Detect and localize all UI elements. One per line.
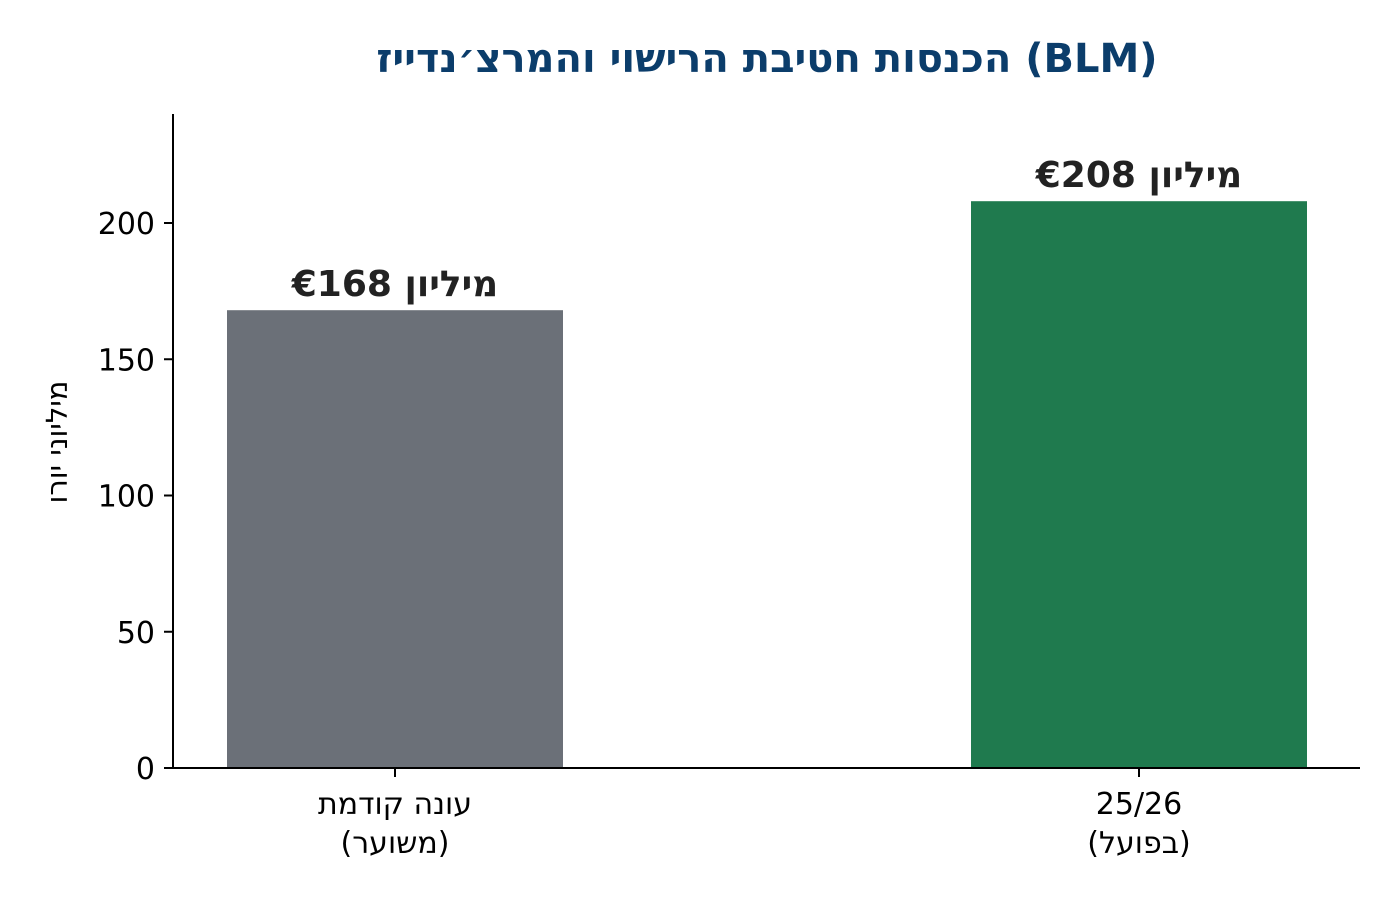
plot-area: €168 מיליון €208 מיליון 0 50 100 150 200 עונה ק… (98, 114, 1360, 861)
chart-title: הכנסות חטיבת הרישוי והמרצ׳נדייז (BLM) (376, 36, 1157, 82)
y-tick-label-0: 0 (136, 752, 155, 787)
y-tick-label-100: 100 (98, 480, 155, 515)
y-tick-label-200: 200 (98, 207, 155, 242)
x-tick-label-1-line-1: עונה קודמת (318, 787, 472, 822)
bar-1 (227, 310, 563, 768)
y-axis-label: מיליוני יורו (40, 380, 74, 503)
y-tick-label-50: 50 (117, 616, 155, 651)
y-tick-label-150: 150 (98, 343, 155, 378)
x-tick-label-1-line-2: (משוער) (341, 826, 450, 861)
x-tick-label-2-line-1: 25/26 (1096, 787, 1182, 822)
bar-data-label-1: €168 מיליון (291, 264, 498, 305)
x-tick-label-2-line-2: (בפועל) (1087, 826, 1191, 861)
bar-2 (971, 201, 1307, 768)
bar-data-label-2: €208 מיליון (1035, 155, 1242, 196)
